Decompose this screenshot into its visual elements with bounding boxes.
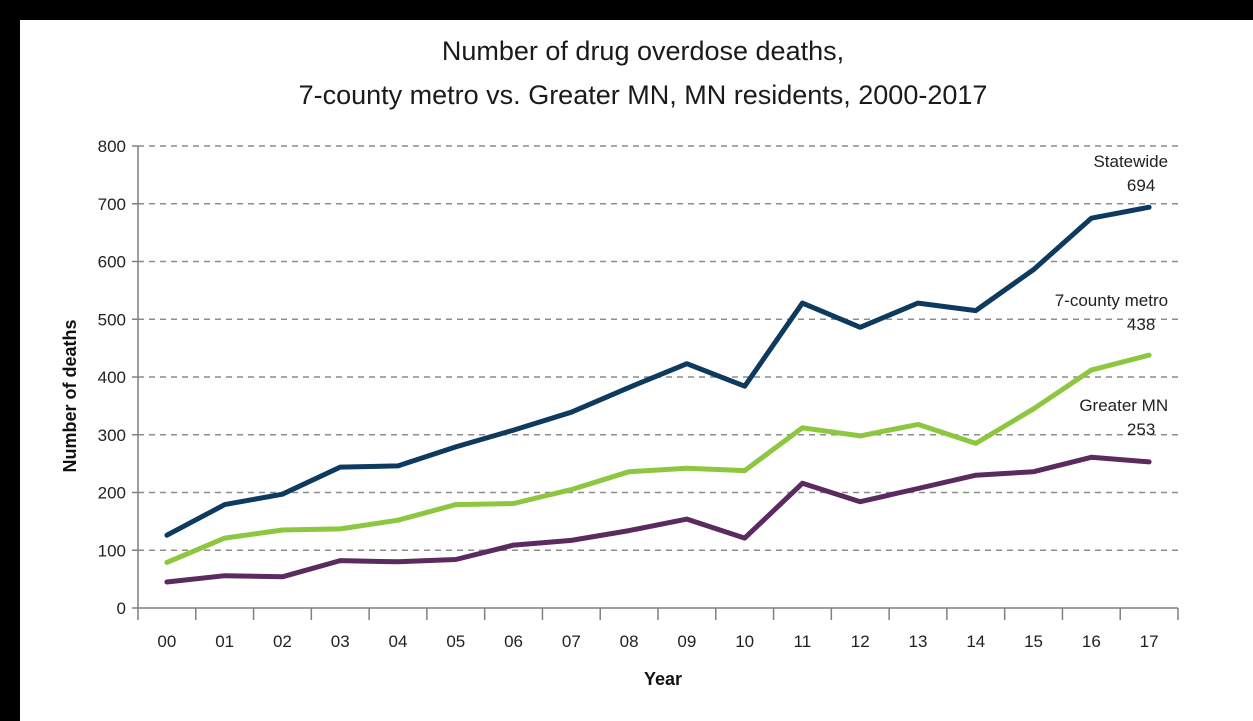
x-tick-label: 16 bbox=[1082, 632, 1101, 651]
y-tick-label: 800 bbox=[98, 137, 126, 156]
x-tick-label: 15 bbox=[1024, 632, 1043, 651]
chart-title-line-2: 7-county metro vs. Greater MN, MN reside… bbox=[299, 80, 988, 110]
x-tick-label: 08 bbox=[620, 632, 639, 651]
series-line-7-county-metro bbox=[164, 352, 1152, 565]
series-name-7-county-metro: 7-county metro bbox=[1055, 291, 1168, 310]
series-end-value-7-county-metro: 438 bbox=[1127, 315, 1155, 334]
series-lines bbox=[164, 204, 1152, 585]
y-tick-label: 600 bbox=[98, 253, 126, 272]
chart-container: Number of drug overdose deaths, 7-county… bbox=[20, 20, 1253, 721]
x-axis-title: Year bbox=[644, 669, 682, 689]
x-tick-label: 17 bbox=[1140, 632, 1159, 651]
line-chart: Number of drug overdose deaths, 7-county… bbox=[60, 36, 1179, 689]
series-name-greater-mn: Greater MN bbox=[1079, 396, 1168, 415]
series-labels: Statewide 694 7-county metro 438 Greater MN 2… bbox=[1055, 152, 1168, 439]
x-tick-label: 13 bbox=[909, 632, 928, 651]
series-line-statewide bbox=[164, 204, 1152, 538]
y-tick-label: 500 bbox=[98, 310, 126, 329]
y-tick-labels: 0 100 200 300 400 500 600 700 800 bbox=[98, 137, 126, 618]
x-tick-label: 04 bbox=[389, 632, 408, 651]
x-tick-label: 03 bbox=[331, 632, 350, 651]
y-tick-label: 700 bbox=[98, 195, 126, 214]
axes bbox=[132, 145, 1179, 620]
y-axis-title: Number of deaths bbox=[60, 319, 80, 472]
x-tick-label: 05 bbox=[446, 632, 465, 651]
y-tick-label: 100 bbox=[98, 541, 126, 560]
y-tick-label: 0 bbox=[117, 599, 126, 618]
x-tick-label: 10 bbox=[735, 632, 754, 651]
x-tick-label: 11 bbox=[794, 632, 812, 651]
y-tick-label: 300 bbox=[98, 426, 126, 445]
x-tick-label: 12 bbox=[851, 632, 870, 651]
series-line-greater-mn bbox=[164, 454, 1152, 585]
x-tick-label: 00 bbox=[157, 632, 176, 651]
x-tick-labels: 00 01 02 03 04 05 06 07 08 09 10 11 12 13 14 15 16 17 bbox=[157, 632, 1158, 651]
x-tick-label: 14 bbox=[966, 632, 985, 651]
y-tick-label: 200 bbox=[98, 484, 126, 503]
x-tick-label: 07 bbox=[562, 632, 581, 651]
series-end-value-statewide: 694 bbox=[1127, 176, 1155, 195]
x-tick-label: 06 bbox=[504, 632, 523, 651]
chart-title-line-1: Number of drug overdose deaths, bbox=[442, 36, 844, 66]
series-name-statewide: Statewide bbox=[1093, 152, 1168, 171]
series-end-value-greater-mn: 253 bbox=[1127, 420, 1155, 439]
x-tick-label: 02 bbox=[273, 632, 292, 651]
x-tick-label: 01 bbox=[215, 632, 234, 651]
y-tick-label: 400 bbox=[98, 368, 126, 387]
x-tick-label: 09 bbox=[677, 632, 696, 651]
